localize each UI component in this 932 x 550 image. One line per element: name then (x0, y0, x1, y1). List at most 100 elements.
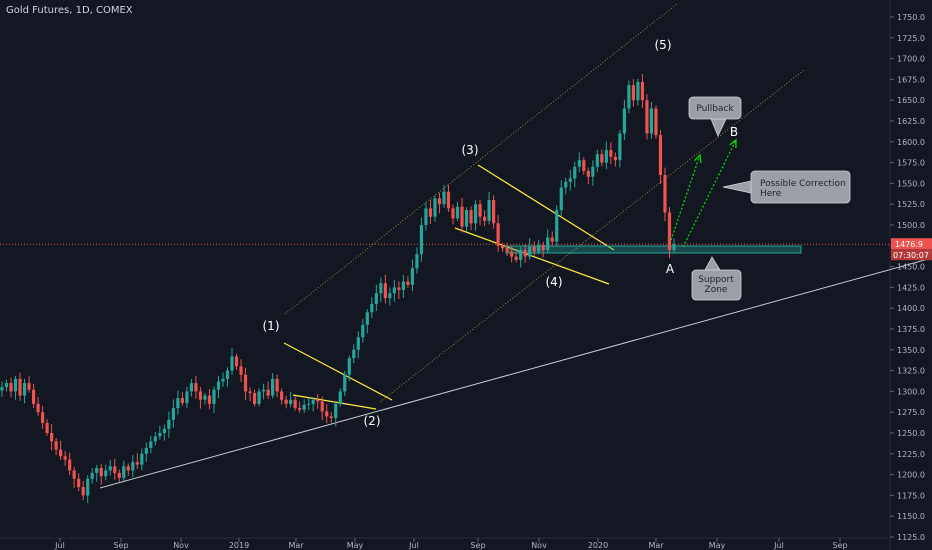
candle-body (334, 403, 338, 419)
candle-body (18, 378, 22, 396)
x-tick-label: Mar (288, 541, 304, 550)
candle-body (667, 212, 672, 250)
candle-body (243, 374, 248, 392)
candle-body (559, 187, 563, 211)
x-tick-label: Nov (173, 541, 189, 550)
candle-body (365, 312, 369, 325)
candle-body (586, 170, 590, 177)
y-tick-label: 1200.0 (897, 471, 925, 480)
wave-label: (1) (263, 319, 280, 333)
candle-body (72, 470, 76, 479)
candle-body (180, 398, 185, 404)
callout-text: Possible Correction (760, 179, 846, 189)
candle-body (473, 204, 478, 224)
y-tick-label: 1125.0 (897, 533, 925, 542)
candle-body (541, 244, 545, 250)
candle-body (81, 487, 85, 496)
candle-body (131, 462, 135, 471)
candle-body (68, 459, 72, 471)
y-tick-label: 1150.0 (897, 512, 925, 521)
candle-body (469, 210, 473, 224)
candle-body (577, 160, 581, 167)
y-tick-label: 1325.0 (897, 367, 925, 376)
y-tick-label: 1650.0 (897, 96, 925, 105)
y-tick-label: 1425.0 (897, 283, 925, 292)
candle-body (568, 178, 572, 182)
y-tick-label: 1300.0 (897, 387, 925, 396)
candle-body (501, 245, 505, 249)
y-tick-label: 1600.0 (897, 138, 925, 147)
candle-body (185, 391, 189, 404)
candle-body (451, 208, 455, 219)
candle-body (613, 156, 617, 161)
candle-body (198, 391, 203, 400)
candle-body (90, 472, 94, 479)
candle-body (343, 374, 347, 392)
y-tick-label: 1500.0 (897, 221, 925, 230)
candle-body (374, 293, 378, 305)
candle-body (104, 470, 108, 477)
candle-body (162, 428, 166, 433)
candle-body (316, 399, 320, 402)
wedge-lower-line-2 (454, 227, 610, 285)
countdown-tag-box (891, 249, 932, 261)
wave-label: (3) (462, 143, 479, 157)
candle-body (221, 378, 225, 382)
support-trendline (99, 257, 932, 489)
candle-body (95, 467, 99, 473)
x-tick-label: Sep (832, 541, 847, 550)
candle-body (636, 81, 640, 101)
candle-body (658, 135, 663, 176)
candle-body (135, 462, 139, 465)
wedge-lower-line-1 (292, 394, 377, 410)
x-tick-label: Sep (470, 541, 485, 550)
candle-body (631, 85, 636, 101)
candle-body (140, 453, 144, 465)
y-tick-label: 1725.0 (897, 34, 925, 43)
candle-body (640, 81, 645, 101)
candle-body (491, 200, 496, 224)
channel-upper-line (284, 2, 679, 315)
candle-body (189, 383, 194, 392)
candle-body (266, 389, 270, 396)
candle-body (555, 210, 559, 242)
candle-body (478, 204, 482, 217)
candle-body (126, 466, 130, 471)
candle-body (514, 256, 518, 260)
candle-body (77, 478, 81, 488)
candle-body (338, 391, 342, 404)
candle-body (482, 216, 487, 221)
candle-body (519, 249, 523, 260)
candle-body (406, 281, 410, 285)
candle-body (158, 433, 162, 437)
candle-body (325, 411, 329, 417)
callout-tail (722, 180, 752, 194)
candle-body (532, 246, 536, 252)
candle-body (225, 370, 230, 379)
candle-body (437, 198, 442, 205)
candle-body (108, 466, 112, 471)
candle-body (307, 403, 311, 405)
wedge-upper-line-1 (283, 342, 393, 401)
y-tick-label: 1375.0 (897, 325, 925, 334)
candle-body (271, 378, 275, 396)
chart-title: Gold Futures, 1D, COMEX (6, 5, 133, 16)
candle-body (537, 244, 541, 252)
candle-body (86, 478, 90, 496)
candle-body (167, 419, 171, 429)
candle-body (212, 389, 216, 404)
y-tick-label: 1225.0 (897, 450, 925, 459)
candle-body (293, 399, 297, 409)
callout-tail (710, 118, 727, 137)
candle-body (280, 391, 284, 400)
x-tick-label: May (709, 541, 726, 550)
candle-body (609, 150, 613, 157)
candle-body (401, 281, 405, 290)
candle-body (370, 304, 374, 313)
y-tick-label: 1575.0 (897, 159, 925, 168)
candle-body (9, 383, 13, 392)
candle-body (50, 433, 54, 442)
candle-body (442, 191, 446, 205)
y-tick-label: 1450.0 (897, 263, 925, 272)
